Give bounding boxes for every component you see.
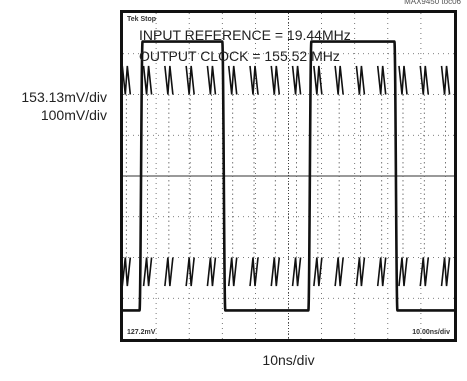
clock-pulse-top [123, 65, 132, 95]
figure-id: MAX9450 toc06 [404, 0, 461, 6]
clock-pulse-bottom [291, 257, 302, 287]
clock-pulse-bottom [249, 257, 259, 287]
clock-pulse-bottom [142, 257, 153, 287]
clock-pulse-bottom [440, 257, 451, 287]
clock-pulse-bottom [313, 257, 323, 287]
clock-pulse-top [419, 65, 430, 95]
reference-square-wave [123, 40, 454, 312]
time-per-div: 10ns/div [262, 352, 315, 368]
clock-pulse-top [440, 65, 451, 95]
clock-pulse-bottom [164, 257, 174, 287]
clock-pulse-bottom [419, 257, 430, 287]
scope-plot [123, 13, 454, 339]
input-reference-label: INPUT REFERENCE = 19.44MHz [139, 27, 351, 43]
clock-pulse-bottom [227, 257, 238, 287]
clock-pulse-top [334, 65, 344, 95]
clock-pulse-bottom [123, 257, 132, 287]
clock-pulse-top [142, 65, 153, 95]
ch1-volts-per-div: 153.13mV/div [21, 89, 107, 105]
clock-pulse-bottom [206, 257, 217, 287]
clock-pulse-bottom [376, 257, 387, 287]
clock-pulse-top [185, 65, 195, 95]
clock-pulse-top [291, 65, 302, 95]
timebase-readout-label: 10.00ns/div [412, 329, 450, 336]
clock-pulse-bottom [334, 257, 344, 287]
clock-pulse-bottom [270, 257, 281, 287]
clock-pulse-top [249, 65, 259, 95]
clock-pulse-bottom [185, 257, 195, 287]
clock-pulse-top [313, 65, 323, 95]
trigger-status-label: Tek Stop [127, 16, 157, 23]
clock-pulse-top [206, 65, 217, 95]
channel-readout-label: 127.2mV [127, 329, 156, 336]
clock-pulse-top [398, 65, 408, 95]
clock-pulse-top [227, 65, 238, 95]
oscilloscope-screen: INPUT REFERENCE = 19.44MHz OUTPUT CLOCK … [120, 10, 457, 342]
output-clock-label: OUTPUT CLOCK = 155.52 MHz [139, 48, 340, 64]
clock-pulse-top [355, 65, 366, 95]
clock-pulse-top [376, 65, 387, 95]
clock-pulse-top [270, 65, 281, 95]
ch2-volts-per-div: 100mV/div [40, 107, 107, 123]
clock-pulse-bottom [398, 257, 408, 287]
clock-pulse-bottom [355, 257, 366, 287]
clock-pulse-top [164, 65, 174, 95]
